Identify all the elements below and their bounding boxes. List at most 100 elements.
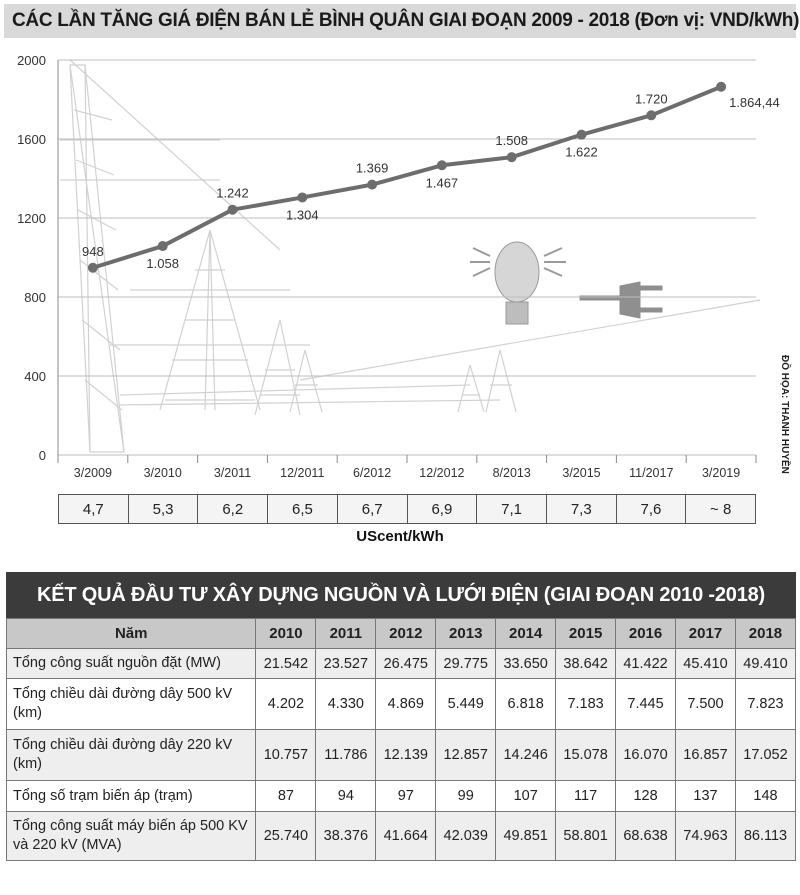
y-tick-label: 400 xyxy=(24,369,46,384)
table-cell: 4.330 xyxy=(315,678,377,730)
header-year: 2016 xyxy=(615,618,677,649)
header-year: 2018 xyxy=(734,618,797,649)
row-label: Tổng công suất máy biến áp 500 KV và 220… xyxy=(5,811,257,861)
table-cell: 16.857 xyxy=(675,729,736,781)
data-label: 1.304 xyxy=(286,207,319,222)
x-tick-label: 3/2009 xyxy=(74,466,112,480)
uscent-cell: 7,3 xyxy=(546,495,617,523)
table-row: Tổng chiều dài đường dây 220 kV (km) 10.7… xyxy=(5,729,797,781)
table-cell: 33.650 xyxy=(495,648,557,679)
table-cell: 15.078 xyxy=(555,729,617,781)
table-cell: 7.500 xyxy=(675,678,736,730)
uscent-cell: 7,6 xyxy=(616,495,687,523)
header-year: 2011 xyxy=(315,618,377,649)
data-labels: 948 1.058 1.242 1.304 1.369 1.467 1.508 1.622 1.… xyxy=(82,91,780,271)
table-cell: 68.638 xyxy=(615,811,677,861)
price-line-chart: 0 400 800 1200 1600 2000 3/2009 3/2010 3/2011 12/… xyxy=(17,53,780,480)
table-cell: 21.542 xyxy=(255,648,317,679)
table-cell: 128 xyxy=(615,780,677,812)
data-point xyxy=(576,129,587,140)
data-point xyxy=(367,179,378,190)
data-point xyxy=(506,152,517,163)
header-year: 2010 xyxy=(255,618,317,649)
table-cell: 58.801 xyxy=(555,811,617,861)
uscent-unit-label: UScent/kWh xyxy=(356,528,444,545)
uscent-cell: ~ 8 xyxy=(686,495,756,523)
table-cell: 7.445 xyxy=(615,678,677,730)
table-cell: 99 xyxy=(435,780,497,812)
table-cell: 16.070 xyxy=(615,729,677,781)
x-tick-label: 3/2011 xyxy=(214,466,251,480)
price-series xyxy=(87,81,727,273)
uscent-cell: 6,9 xyxy=(407,495,478,523)
row-label: Tổng số trạm biến áp (trạm) xyxy=(5,780,257,812)
data-point xyxy=(87,262,98,273)
x-tick-label: 12/2011 xyxy=(280,466,324,480)
table-row: Tổng số trạm biến áp (trạm) 87 94 97 99 107 11… xyxy=(5,780,797,812)
table-cell: 137 xyxy=(675,780,736,812)
uscent-cell: 5,3 xyxy=(128,495,199,523)
table-cell: 42.039 xyxy=(435,811,497,861)
x-tick-label: 12/2012 xyxy=(419,466,464,480)
credit-text: ĐỒ HỌA: THANH HUYỀN xyxy=(779,355,790,474)
data-label: 1.058 xyxy=(146,256,179,271)
table-cell: 41.422 xyxy=(615,648,677,679)
uscent-cell: 6,5 xyxy=(268,495,338,523)
table-cell: 12.139 xyxy=(375,729,437,781)
x-tick-label: 11/2017 xyxy=(629,466,673,480)
table-cell: 29.775 xyxy=(435,648,497,679)
table-title: KẾT QUẢ ĐẦU TƯ XÂY DỰNG NGUỒN VÀ LƯỚI ĐI… xyxy=(6,572,796,618)
table-cell: 87 xyxy=(255,780,317,812)
data-label: 1.369 xyxy=(356,161,389,176)
header-year: 2014 xyxy=(495,618,557,649)
header-year: 2013 xyxy=(435,618,497,649)
y-tick-label: 1200 xyxy=(17,211,46,226)
x-tick-label: 3/2015 xyxy=(562,466,600,480)
data-label: 1.242 xyxy=(216,186,249,201)
price-line xyxy=(92,84,722,270)
data-point xyxy=(646,110,657,121)
table-row: Tổng công suất nguồn đặt (MW) 21.542 23.52… xyxy=(5,648,797,679)
table-cell: 6.818 xyxy=(495,678,557,730)
table-cell: 148 xyxy=(734,780,797,812)
table-cell: 97 xyxy=(375,780,437,812)
y-tick-label: 800 xyxy=(24,290,46,305)
x-tick-label: 3/2019 xyxy=(702,466,740,480)
data-point xyxy=(157,241,168,252)
data-point xyxy=(716,81,727,92)
table-cell: 41.664 xyxy=(375,811,437,861)
uscent-cell: 6,7 xyxy=(337,495,408,523)
row-label: Tổng chiều dài đường dây 500 kV (km) xyxy=(5,678,257,730)
data-label: 1.622 xyxy=(565,145,598,160)
table-cell: 49.851 xyxy=(495,811,557,861)
table-cell: 5.449 xyxy=(435,678,497,730)
investment-results-table: Năm 2010 2011 2012 2013 2014 2015 2016 2017 2018… xyxy=(5,618,797,861)
x-tick-label: 6/2012 xyxy=(353,466,391,480)
data-label: 1.508 xyxy=(495,133,528,148)
graphics-credit: ĐỒ HỌA: THANH HUYỀN xyxy=(776,355,792,495)
table-cell: 4.869 xyxy=(375,678,437,730)
table-cell: 45.410 xyxy=(675,648,736,679)
table-cell: 17.052 xyxy=(734,729,797,781)
table-cell: 25.740 xyxy=(255,811,317,861)
header-year-label: Năm xyxy=(5,618,257,649)
table-cell: 7.823 xyxy=(734,678,797,730)
chart-title-bar: CÁC LẦN TĂNG GIÁ ĐIỆN BÁN LẺ BÌNH QUÂN G… xyxy=(4,4,800,38)
data-label: 948 xyxy=(82,244,104,259)
table-cell: 4.202 xyxy=(255,678,317,730)
y-tick-label: 2000 xyxy=(17,53,46,68)
header-year: 2015 xyxy=(555,618,617,649)
table-row: Tổng công suất máy biến áp 500 KV và 220… xyxy=(5,811,797,861)
table-cell: 86.113 xyxy=(734,811,797,861)
table-row: Tổng chiều dài đường dây 500 kV (km) 4.20… xyxy=(5,678,797,730)
table-cell: 38.642 xyxy=(555,648,617,679)
row-label: Tổng công suất nguồn đặt (MW) xyxy=(5,648,257,679)
chart-title: CÁC LẦN TĂNG GIÁ ĐIỆN BÁN LẺ BÌNH QUÂN G… xyxy=(12,10,800,31)
uscent-value-row: 4,7 5,3 6,2 6,5 6,7 6,9 7,1 7,3 7,6 ~ 8 xyxy=(58,494,756,524)
table-cell: 12.857 xyxy=(435,729,497,781)
power-tower-illustration xyxy=(60,59,761,453)
table-cell: 10.757 xyxy=(255,729,317,781)
table-cell: 7.183 xyxy=(555,678,617,730)
header-year: 2012 xyxy=(375,618,437,649)
bulb-icon xyxy=(470,241,566,325)
